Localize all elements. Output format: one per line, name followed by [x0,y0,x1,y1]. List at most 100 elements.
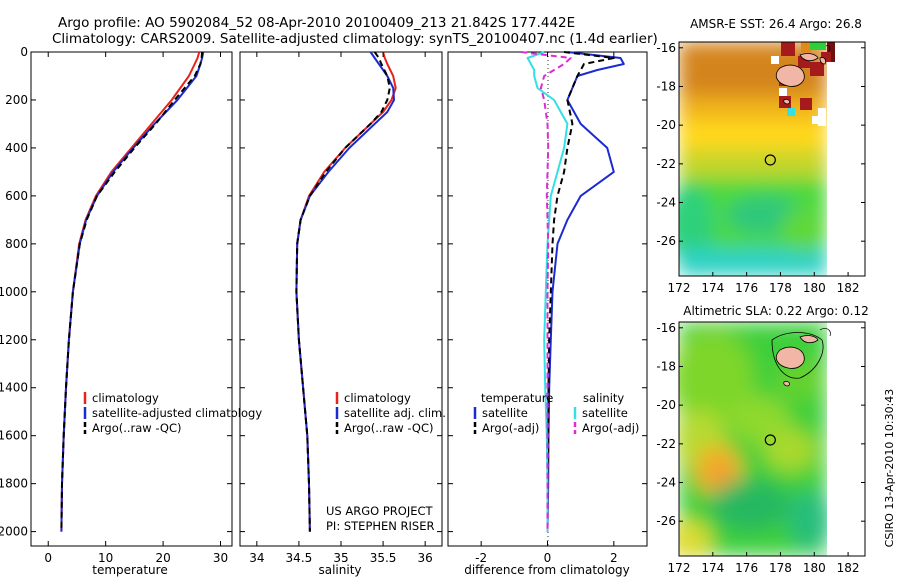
lon-tick-label: 178 [769,561,792,575]
lat-tick-label: -24 [656,196,676,210]
salinity-panel: 34 34.5 35 35.5 36 salinity climatology sate… [239,51,446,577]
lon-tick-label: 174 [701,281,724,295]
lon-tick-label: 178 [769,281,792,295]
legend-label-argo: Argo(..raw -QC) [344,421,434,435]
x-tick-label: 2 [610,551,618,565]
sst-map-frame [678,41,866,277]
temperature-xlabel: temperature [92,563,167,577]
difference-plot-area [520,51,625,532]
temperature-legend: climatology satellite-adjusted climatolo… [83,391,262,435]
difference-panel: -2 0 2 difference from climatology tempera… [447,51,648,577]
lon-tick-label: 172 [668,561,691,575]
salinity-plot-area [295,51,397,532]
depth-tick-label: 1200 [0,333,28,347]
lat-tick-label: -16 [656,321,676,335]
difference-legend: temperature salinity satellite Argo(-adj… [473,391,639,435]
x-tick-label: -2 [475,551,487,565]
sla-map-frame [678,321,866,557]
x-tick-label: 20 [155,551,170,565]
argo-profile-marker [764,434,776,446]
salinity-axes-box [239,51,443,547]
series-line-temperature-satellite [546,51,625,532]
sst-map-x-ticks: 172 174 176 178 180 182 [668,272,860,295]
lon-tick-label: 182 [837,561,860,575]
depth-tick-label: 0 [20,45,28,59]
lon-tick-label: 182 [837,281,860,295]
salinity-legend: climatology satellite adj. clim. Argo(..… [335,391,446,435]
lat-tick-label: -20 [656,118,676,132]
difference-x-ticks: -2 0 2 [475,52,618,565]
series-line-salinity-argo-adj- [520,51,572,532]
island-taveuni [819,57,827,65]
legend-label-temp-argo: Argo(-adj) [482,421,539,435]
depth-tick-label: 1600 [0,429,28,443]
lon-tick-label: 176 [735,281,758,295]
legend-label-temp-satellite: satellite [482,406,528,420]
x-tick-label: 35 [333,551,348,565]
difference-xlabel: difference from climatology [464,563,630,577]
legend-label-satellite-adj: satellite adj. clim. [344,406,446,420]
legend-header-salinity: salinity [583,391,624,405]
x-tick-label: 0 [544,551,552,565]
x-tick-label: 10 [98,551,113,565]
temperature-panel: 0 10 20 30 0 200 400 600 800 1000 1200 1400 1600 180… [0,45,262,577]
lat-tick-label: -24 [656,476,676,490]
argo-profile-marker [764,154,776,166]
header-line-1: Argo profile: AO 5902084_52 08-Apr-2010 … [58,15,575,31]
sst-map-field [679,42,865,276]
sla-map-panel: Altimetric SLA: 0.22 Argo: 0.12 [656,304,868,575]
lon-tick-label: 180 [803,281,826,295]
legend-header-temperature: temperature [481,391,553,405]
x-tick-label: 36 [418,551,433,565]
lon-tick-label: 180 [803,561,826,575]
depth-tick-label: 1000 [0,285,28,299]
lon-tick-label: 176 [735,561,758,575]
legend-label-climatology: climatology [92,391,159,405]
sst-map-title: AMSR-E SST: 26.4 Argo: 26.8 [690,17,862,31]
series-line-salinity-satellite [526,51,569,532]
legend-label-climatology: climatology [344,391,411,405]
series-line-argo-raw-qc- [60,51,204,532]
salinity-x-ticks: 34 34.5 35 35.5 36 [249,52,433,565]
x-tick-label: 30 [213,551,228,565]
salinity-xlabel: salinity [318,563,361,577]
lon-tick-label: 174 [701,561,724,575]
sla-map-field [679,322,865,556]
temperature-plot-area [60,51,205,532]
temperature-y-ticks: 0 200 400 600 800 1000 1200 1400 1600 1800 2000 [0,45,232,539]
legend-label-sal-satellite: satellite [582,406,628,420]
island-vanua-levu [799,53,819,62]
sst-map-y-ticks: -16 -18 -20 -22 -24 -26 [656,41,865,248]
credit-pi: PI: STEPHEN RISER [326,519,435,533]
x-tick-label: 0 [44,551,52,565]
depth-tick-label: 400 [5,141,28,155]
x-tick-label: 34 [249,551,264,565]
lat-tick-label: -20 [656,398,676,412]
series-line-satellite-adj-clim- [295,51,395,532]
lat-tick-label: -26 [656,514,676,528]
lat-tick-label: -16 [656,41,676,55]
header-line-2: Climatology: CARS2009. Satellite-adjuste… [52,31,658,47]
depth-tick-label: 200 [5,93,28,107]
series-line-climatology [60,51,201,532]
sla-map-y-ticks: -16 -18 -20 -22 -24 -26 [656,321,865,528]
salinity-y-ticks [240,51,442,533]
lat-tick-label: -26 [656,234,676,248]
legend-label-sal-argo: Argo(-adj) [582,421,639,435]
lat-tick-label: -22 [656,157,676,171]
series-line-climatology [295,51,397,532]
series-line-satellite-adjusted-climatology [60,51,205,532]
legend-label-satellite-adjusted: satellite-adjusted climatology [92,406,262,420]
legend-label-argo: Argo(..raw -QC) [92,421,182,435]
depth-tick-label: 2000 [0,525,28,539]
timestamp: CSIRO 13-Apr-2010 10:30:43 [883,389,896,548]
depth-tick-label: 800 [5,237,28,251]
sla-map-x-ticks: 172 174 176 178 180 182 [668,552,860,575]
sla-map-title: Altimetric SLA: 0.22 Argo: 0.12 [683,304,868,318]
depth-tick-label: 1400 [0,381,28,395]
lon-tick-label: 172 [668,281,691,295]
x-tick-label: 34.5 [286,551,313,565]
credit-project: US ARGO PROJECT [326,504,434,518]
difference-y-ticks [448,51,647,533]
